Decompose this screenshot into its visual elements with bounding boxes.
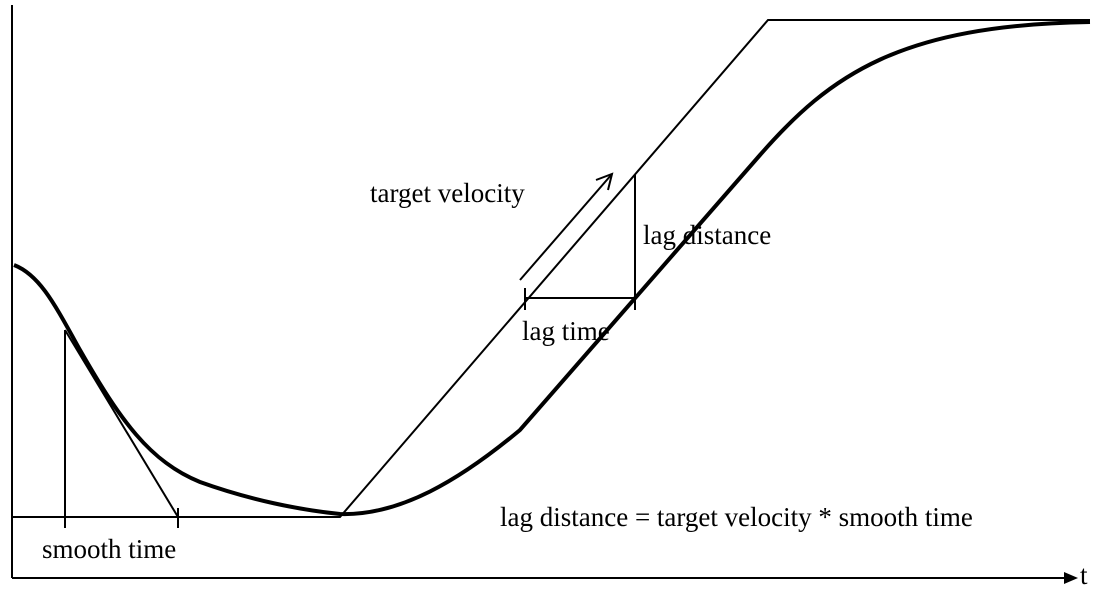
velocity-arrowhead bbox=[595, 172, 614, 191]
lag-time-label: lag time bbox=[522, 316, 610, 346]
x-axis-arrow bbox=[1064, 572, 1078, 584]
target-velocity-label: target velocity bbox=[370, 178, 525, 208]
lag-distance-label: lag distance bbox=[643, 220, 771, 250]
smooth-time-label: smooth time bbox=[42, 534, 176, 564]
target-path bbox=[12, 19, 1090, 518]
smoothed-path bbox=[13, 20, 1091, 517]
tangent-line bbox=[64, 329, 179, 518]
velocity-arrow bbox=[519, 173, 613, 281]
t-label: t bbox=[1080, 560, 1088, 589]
formula-label: lag distance = target velocity * smooth … bbox=[500, 502, 973, 532]
